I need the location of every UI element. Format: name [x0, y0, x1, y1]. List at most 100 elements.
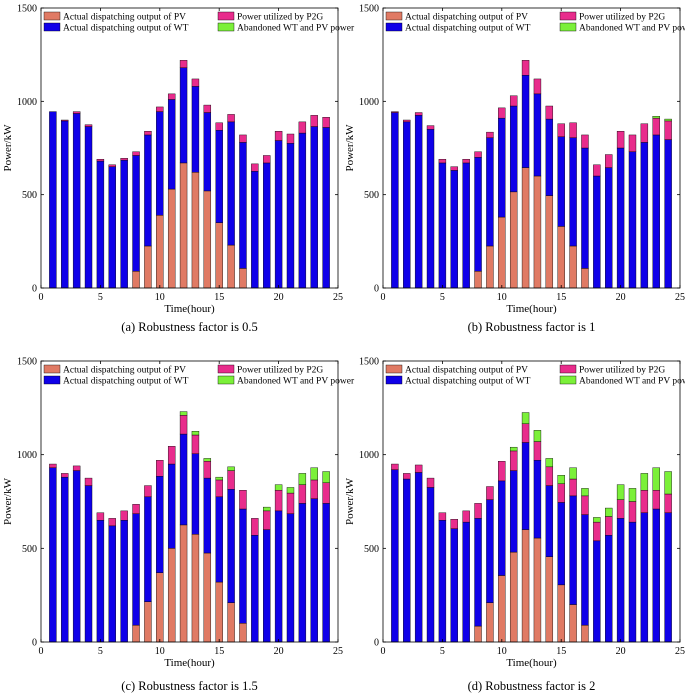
bar-wt [426, 129, 435, 289]
y-tick-label: 1000 [359, 97, 379, 108]
y-tick-label: 1000 [17, 97, 37, 108]
legend-label-pv: Actual dispatching output of PV [405, 365, 528, 376]
bar-wt [498, 480, 506, 576]
bar-wt [616, 518, 625, 643]
bar-p2g [191, 78, 200, 87]
bar-wt [521, 74, 530, 168]
bar-wt [403, 478, 411, 643]
x-tick-label: 25 [675, 292, 685, 303]
bar-ab [652, 116, 660, 119]
bar-p2g [251, 163, 259, 172]
y-tick-label: 500 [22, 544, 37, 555]
bar-wt [203, 112, 212, 192]
bar-wt [286, 513, 295, 643]
bar-p2g [144, 485, 152, 498]
legend-swatch-ab [217, 22, 235, 32]
legend-label-ab: Abandoned WT and PV power [579, 24, 685, 34]
bar-pv [557, 584, 565, 643]
bar-p2g [450, 166, 458, 171]
bar-pv [498, 575, 506, 643]
x-tick-label: 5 [440, 292, 445, 303]
legend: Actual dispatching output of PV Power uti… [43, 364, 355, 387]
bar-p2g [239, 134, 247, 143]
legend-swatch-wt [43, 375, 61, 385]
y-tick-label: 0 [374, 638, 379, 649]
bar-wt [450, 528, 458, 643]
bar-wt [640, 142, 649, 289]
bar-pv [179, 162, 188, 289]
bar-p2g [557, 483, 565, 503]
bar-ab [652, 467, 660, 491]
legend-swatch-wt [385, 375, 403, 385]
bar-wt [298, 503, 307, 643]
bar-wt [533, 460, 542, 539]
legend-label-wt: Actual dispatching output of WT [63, 376, 189, 387]
y-axis-label: Power/kW [2, 477, 14, 525]
bar-p2g [191, 434, 200, 454]
chart-panel-1: 0 5 10 15 20 25 0 500 1000 1500 Time(hour) Power/kW… [2, 4, 355, 335]
bar-p2g [616, 130, 625, 149]
bar-p2g [581, 134, 589, 149]
bar-pv [569, 604, 577, 643]
legend-swatch-p2g [217, 364, 235, 374]
bar-pv [545, 195, 554, 289]
x-tick-label: 25 [333, 292, 343, 303]
bar-p2g [474, 503, 482, 519]
bar-p2g [132, 151, 140, 156]
bar-wt [251, 171, 259, 289]
y-axis-label: Power/kW [2, 124, 14, 172]
bar-wt [274, 140, 283, 289]
bar-pv [203, 552, 212, 643]
bar-wt [545, 485, 554, 557]
bar-ab [581, 488, 589, 497]
bar-wt [251, 535, 259, 643]
axes-frame [40, 7, 339, 289]
bar-pv [156, 214, 164, 289]
bar-wt [72, 113, 81, 289]
bar-wt [61, 120, 69, 289]
bar-wt [640, 512, 649, 643]
bar-wt [215, 496, 223, 583]
bar-wt [498, 117, 506, 218]
bar-pv [533, 175, 542, 289]
legend-swatch-pv [43, 11, 61, 21]
bar-ab [569, 467, 577, 480]
bar-wt [263, 529, 271, 643]
bar-ab [215, 476, 223, 481]
x-tick-label: 0 [381, 646, 386, 657]
bar-wt [310, 126, 318, 289]
bar-ab [664, 118, 672, 122]
bar-pv [227, 602, 235, 643]
bar-ab [322, 471, 330, 483]
bar-wt [664, 139, 672, 289]
bar-wt [474, 157, 482, 272]
chart-panel-3: 0 5 10 15 20 25 0 500 1000 1500 Time(hour) Power/kW… [2, 357, 355, 694]
bar-p2g [521, 60, 530, 76]
x-axis-label: Time(hour) [164, 657, 215, 669]
bar-p2g [628, 501, 637, 523]
bar-pv [144, 245, 152, 289]
bar-p2g [227, 470, 235, 490]
x-tick-label: 10 [497, 292, 507, 303]
bar-p2g [474, 151, 482, 158]
bar-pv [215, 222, 223, 289]
bar-p2g [486, 486, 494, 500]
bar-p2g [61, 119, 69, 122]
bar-p2g [108, 518, 116, 527]
bar-ab [191, 431, 200, 436]
bar-p2g [239, 490, 247, 510]
bar-p2g [227, 114, 235, 123]
bar-pv [521, 167, 530, 289]
bar-wt [652, 508, 660, 643]
bar-p2g [403, 119, 411, 123]
bar-p2g [96, 158, 105, 162]
bar-wt [227, 121, 235, 246]
bar-p2g [274, 130, 283, 141]
bar-wt [179, 67, 188, 164]
bar-p2g [167, 93, 176, 100]
bar-wt [605, 535, 613, 643]
bar-p2g [203, 104, 212, 113]
bar-p2g [438, 512, 447, 521]
bar-p2g [179, 60, 188, 68]
